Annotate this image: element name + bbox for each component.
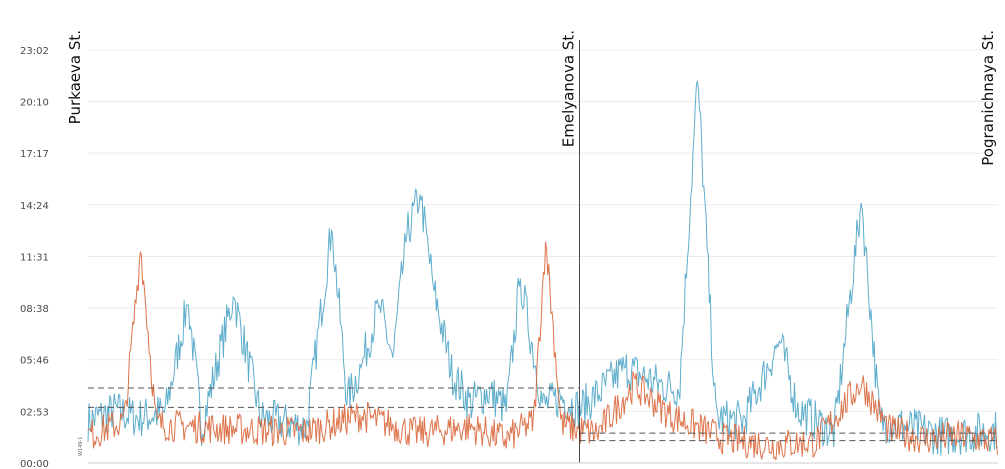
segment-label: Purkaeva St. bbox=[66, 30, 84, 124]
series-group bbox=[87, 80, 999, 461]
y-tick-label: 08:38 bbox=[20, 304, 49, 315]
grid-lines bbox=[88, 49, 998, 464]
y-axis-ticks: 00:00 02:53 05:46 08:38 11:31 14:24 17:17 20:10… bbox=[20, 46, 49, 469]
y-tick-label: 20:10 bbox=[20, 97, 49, 108]
reference-lines bbox=[88, 387, 998, 442]
series-line-1 bbox=[87, 241, 999, 461]
segment-label: Emelyanova St. bbox=[559, 30, 577, 147]
y-tick-label: 02:53 bbox=[20, 407, 49, 418]
segment-label: Pogranichnaya St. bbox=[979, 30, 997, 166]
y-tick-label: 00:00 bbox=[20, 459, 49, 469]
series-line-0 bbox=[87, 80, 998, 456]
segment-dividers bbox=[88, 40, 998, 464]
side-note: W149-1 bbox=[78, 437, 84, 456]
y-tick-label: 14:24 bbox=[20, 201, 49, 212]
y-tick-label: 23:02 bbox=[20, 46, 49, 57]
y-tick-label: 17:17 bbox=[20, 149, 49, 160]
y-tick-label: 05:46 bbox=[20, 356, 49, 367]
y-tick-label: 11:31 bbox=[20, 253, 49, 264]
segment-labels: Purkaeva St. Emelyanova St. Pogranichnaya … bbox=[66, 30, 997, 166]
